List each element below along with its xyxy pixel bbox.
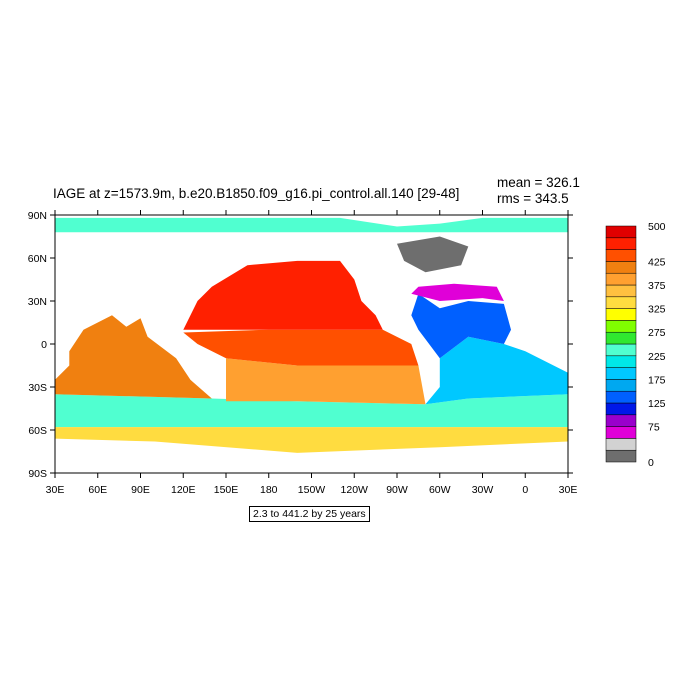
colorbar-box	[605, 414, 637, 427]
colorbar-box	[605, 343, 637, 357]
ocean-region	[55, 315, 212, 399]
ocean-region	[411, 293, 511, 359]
contour-range-note: 2.3 to 441.2 by 25 years	[249, 506, 370, 522]
ocean-region	[183, 260, 383, 330]
ocean-region	[226, 358, 426, 405]
x-tick-label: 150W	[298, 484, 326, 496]
colorbar-box	[605, 249, 637, 262]
colorbar-box	[605, 308, 637, 321]
colorbar: 0 75 125 175 225 275 325 375 425 500	[605, 221, 666, 469]
x-tick-label: 30E	[46, 484, 65, 496]
colorbar-label: 125	[648, 398, 666, 410]
ocean-region	[55, 217, 568, 233]
x-tick-label: 120W	[341, 484, 369, 496]
x-tick-label: 120E	[171, 484, 196, 496]
x-tick-label: 60E	[88, 484, 107, 496]
colorbar-label: 75	[648, 422, 660, 434]
x-tick-label: 90W	[386, 484, 408, 496]
ocean-region	[425, 336, 568, 405]
y-tick-label: 30N	[28, 296, 47, 308]
y-axis: 90N 60N 30N 0 30S 60S 90S	[28, 210, 573, 480]
colorbar-box	[605, 367, 637, 380]
ocean-region	[411, 283, 504, 301]
x-tick-label: 150E	[214, 484, 239, 496]
colorbar-box	[605, 379, 637, 392]
ocean-region	[55, 427, 568, 453]
colorbar-box	[605, 390, 637, 404]
colorbar-label: 0	[648, 457, 654, 469]
y-tick-label: 0	[41, 339, 47, 351]
colorbar-label: 275	[648, 327, 666, 339]
x-tick-label: 0	[522, 484, 528, 496]
colorbar-box	[605, 426, 637, 439]
colorbar-label: 225	[648, 351, 666, 363]
y-tick-label: 90S	[28, 468, 47, 480]
x-tick-label: 30W	[472, 484, 494, 496]
colorbar-box	[605, 320, 637, 333]
x-tick-label: 30E	[559, 484, 578, 496]
x-tick-label: 60W	[429, 484, 451, 496]
colorbar-label: 425	[648, 256, 666, 268]
y-tick-label: 60N	[28, 253, 47, 265]
colorbar-box	[605, 331, 637, 345]
colorbar-box	[605, 438, 637, 451]
colorbar-box	[605, 272, 637, 286]
rms-stat: rms = 343.5	[497, 191, 569, 206]
chart-title: IAGE at z=1573.9m, b.e20.B1850.f09_g16.p…	[53, 186, 460, 201]
colorbar-label: 175	[648, 374, 666, 386]
ocean-region	[55, 394, 568, 428]
colorbar-label: 500	[648, 221, 666, 233]
ocean-region	[183, 329, 419, 366]
ocean-region	[397, 236, 469, 273]
y-tick-label: 60S	[28, 425, 47, 437]
colorbar-box	[605, 402, 637, 416]
map-field	[55, 217, 568, 453]
colorbar-box	[605, 261, 637, 274]
x-tick-label: 90E	[131, 484, 150, 496]
colorbar-label: 325	[648, 304, 666, 316]
colorbar-box	[605, 225, 637, 239]
colorbar-box	[605, 284, 637, 298]
y-tick-label: 90N	[28, 210, 47, 222]
colorbar-label: 375	[648, 280, 666, 292]
x-axis: 30E 60E 90E 120E 150E 180 150W 120W 90W 60W 30W 0 30…	[46, 210, 578, 496]
colorbar-box	[605, 296, 637, 309]
mean-stat: mean = 326.1	[497, 175, 580, 190]
colorbar-box	[605, 237, 637, 250]
colorbar-box	[605, 449, 637, 463]
colorbar-box	[605, 355, 637, 368]
x-tick-label: 180	[260, 484, 278, 496]
y-tick-label: 30S	[28, 382, 47, 394]
